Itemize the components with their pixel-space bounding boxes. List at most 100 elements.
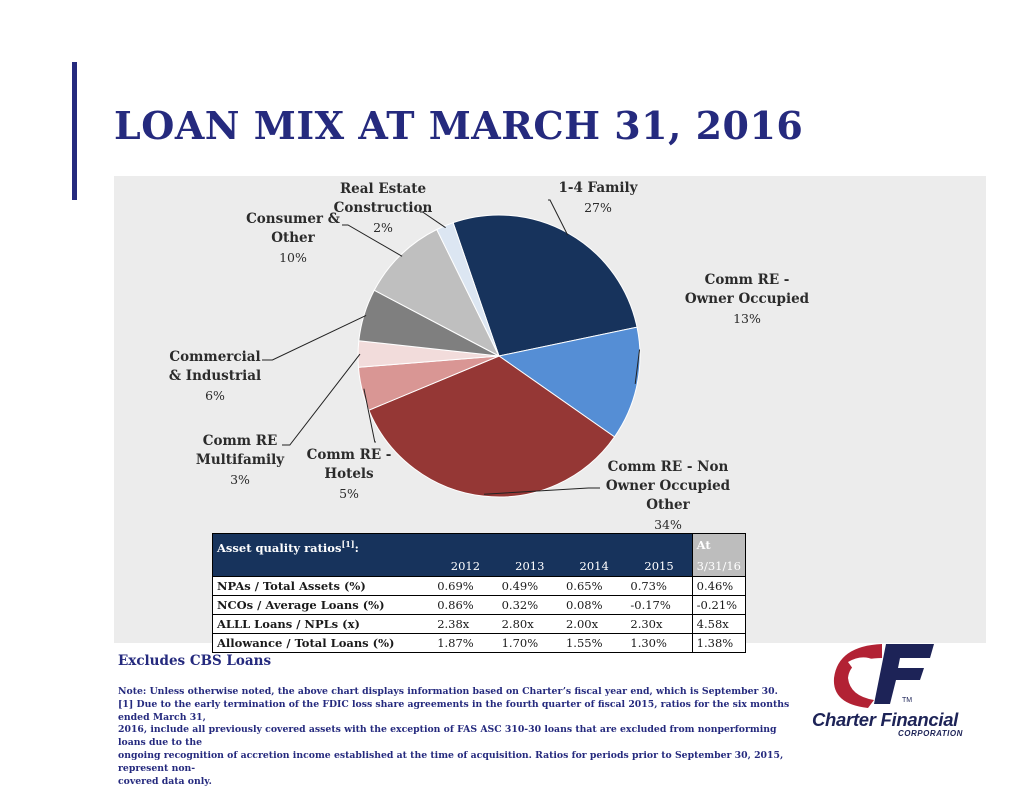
- label-text: Hotels: [324, 466, 374, 482]
- footnote: Note: Unless otherwise noted, the above …: [118, 686, 798, 788]
- row-label: NCOs / Average Loans (%): [212, 595, 434, 615]
- label-text: Commercial: [169, 349, 261, 365]
- cell-value: 1.55%: [561, 633, 627, 653]
- logo-corporation: CORPORATION: [898, 729, 963, 738]
- label-pct: 10%: [279, 250, 307, 265]
- leader-line-commercial-industrial: [262, 314, 367, 361]
- table-row: NPAs / Total Assets (%) 0.69% 0.49% 0.65…: [212, 576, 746, 596]
- label-text: Comm RE - Non: [607, 459, 729, 475]
- label-text: Comm RE: [202, 433, 278, 449]
- slice-label-consumer-other: Consumer & Other 10%: [238, 210, 348, 267]
- label-text: Construction: [333, 200, 433, 216]
- leader-line-1-4-family: [548, 199, 569, 236]
- slice-label-comm-re-multifamily: Comm RE Multifamily 3%: [184, 432, 296, 489]
- slice-label-1-4-family: 1-4 Family 27%: [528, 179, 668, 217]
- pie-slice-comm-re-non-owner-occupied: [368, 355, 616, 498]
- label-text: & Industrial: [168, 368, 262, 384]
- cell-value: 2.38x: [433, 614, 498, 634]
- cell-value: 0.08%: [561, 595, 627, 615]
- footnote-ref: [1]: [341, 539, 355, 550]
- table-header-row: Asset quality ratios[1]: At: [212, 533, 746, 556]
- cell-value: 0.32%: [497, 595, 562, 615]
- table-title: Asset quality ratios[1]:: [212, 533, 693, 556]
- leader-line-comm-re-multifamily: [282, 353, 361, 446]
- leader-line-comm-re-non-owner-occupied: [483, 487, 600, 495]
- leader-line-real-estate-construction: [420, 211, 446, 229]
- row-label: NPAs / Total Assets (%): [212, 576, 434, 596]
- table-row: NCOs / Average Loans (%) 0.86% 0.32% 0.0…: [212, 595, 746, 615]
- cell-value: 0.65%: [561, 576, 627, 596]
- slice-label-comm-re-non-owner-occupied: Comm RE - Non Owner Occupied Other 34%: [598, 458, 738, 534]
- leader-line-comm-re-hotels: [363, 388, 376, 443]
- at-header: At: [691, 533, 746, 556]
- label-pct: 13%: [733, 311, 761, 326]
- logo-c-mark: [833, 644, 882, 708]
- label-text: Owner Occupied: [605, 478, 731, 494]
- slice-label-real-estate-construction: Real Estate Construction 2%: [325, 180, 441, 237]
- label-pct: 5%: [339, 486, 359, 501]
- year-header: 2013: [497, 556, 562, 577]
- leader-line-comm-re-owner-occupied: [634, 349, 640, 384]
- slice-label-commercial-industrial: Commercial & Industrial 6%: [160, 348, 270, 405]
- logo-eagle-mark: [848, 657, 876, 684]
- cell-value: 1.87%: [433, 633, 498, 653]
- table-year-row: 2012 2013 2014 2015 3/31/16: [212, 556, 746, 577]
- cell-value: 1.70%: [497, 633, 562, 653]
- label-text: Comm RE -: [704, 272, 790, 288]
- charter-financial-logo: [833, 644, 934, 708]
- label-pct: 3%: [230, 472, 250, 487]
- table-row: ALLL Loans / NPLs (x) 2.38x 2.80x 2.00x …: [212, 614, 746, 634]
- cell-value: 0.73%: [626, 576, 693, 596]
- label-pct: 34%: [654, 517, 682, 532]
- cell-value: 0.86%: [433, 595, 498, 615]
- footnote-line: 2016, include all previously covered ass…: [118, 724, 777, 749]
- label-pct: 6%: [205, 388, 225, 403]
- cell-at-value: -0.21%: [691, 595, 746, 615]
- pie-slice-real-estate-construction: [436, 222, 500, 357]
- excludes-note: Excludes CBS Loans: [118, 653, 272, 669]
- cell-value: 2.30x: [626, 614, 693, 634]
- cell-at-value: 4.58x: [691, 614, 746, 634]
- table-title-text: Asset quality ratios: [217, 540, 342, 555]
- cell-value: 0.69%: [433, 576, 498, 596]
- label-pct: 27%: [584, 200, 612, 215]
- cell-value: 1.30%: [626, 633, 693, 653]
- label-text: Consumer &: [246, 211, 340, 227]
- leader-line-consumer-other: [342, 224, 403, 257]
- label-text: Owner Occupied: [684, 291, 810, 307]
- footnote-line: [1] Due to the early termination of the …: [118, 698, 790, 723]
- logo-f-mark: [874, 644, 934, 704]
- at-date-header: 3/31/16: [691, 556, 746, 577]
- footnote-line: covered data only.: [118, 775, 212, 787]
- year-header: 2012: [433, 556, 498, 577]
- year-row-spacer: [212, 556, 434, 577]
- cell-value: 0.49%: [497, 576, 562, 596]
- slice-label-comm-re-hotels: Comm RE - Hotels 5%: [294, 446, 404, 503]
- year-header: 2015: [626, 556, 693, 577]
- logo-company-name: Charter Financial: [812, 709, 959, 730]
- cell-value: 2.00x: [561, 614, 627, 634]
- row-label: ALLL Loans / NPLs (x): [212, 614, 434, 634]
- row-label: Allowance / Total Loans (%): [212, 633, 434, 653]
- label-text: Other: [271, 230, 315, 246]
- label-text: Other: [646, 497, 690, 513]
- label-text: Multifamily: [195, 452, 285, 468]
- cell-value: -0.17%: [626, 595, 693, 615]
- label-pct: 2%: [373, 220, 393, 235]
- footnote-line: Note: Unless otherwise noted, the above …: [118, 686, 778, 697]
- cell-at-value: 1.38%: [691, 633, 746, 653]
- slide-title: LOAN MIX AT MARCH 31, 2016: [114, 103, 804, 148]
- label-text: Real Estate: [339, 181, 427, 197]
- table-row: Allowance / Total Loans (%) 1.87% 1.70% …: [212, 633, 746, 653]
- pie-slice-comm-re-owner-occupied: [497, 326, 641, 438]
- pie-slice-1-4-family: [452, 214, 638, 357]
- accent-bar: [72, 62, 77, 200]
- slice-label-comm-re-owner-occupied: Comm RE - Owner Occupied 13%: [672, 271, 822, 328]
- cell-at-value: 0.46%: [691, 576, 746, 596]
- label-text: Comm RE -: [306, 447, 392, 463]
- table-title-suffix: :: [354, 540, 359, 555]
- footnote-line: ongoing recognition of accretion income …: [118, 749, 784, 774]
- label-text: 1-4 Family: [558, 180, 638, 196]
- trademark: TM: [902, 697, 913, 704]
